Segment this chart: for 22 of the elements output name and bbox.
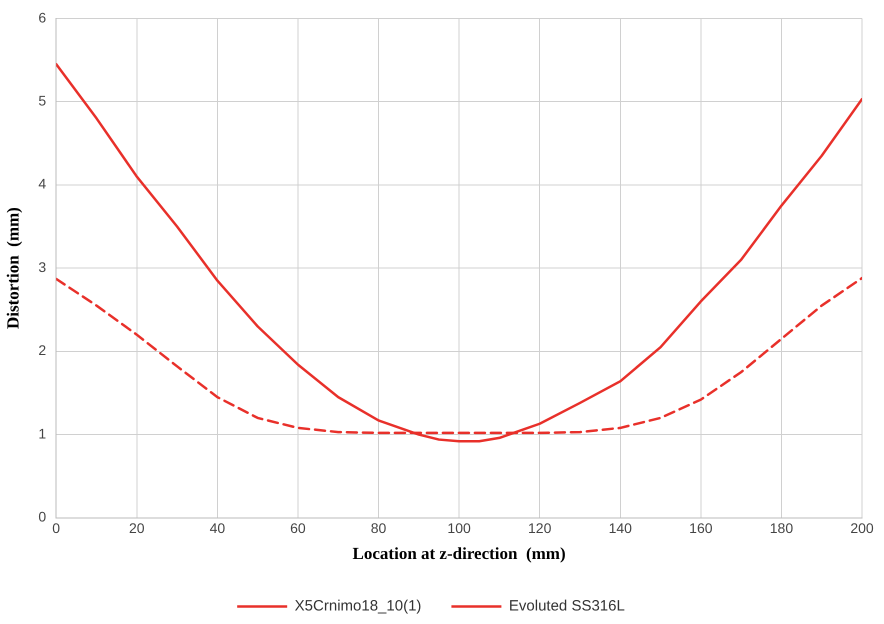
x-tick-label: 100	[447, 520, 471, 536]
y-tick-label: 2	[38, 342, 46, 358]
x-tick-label: 160	[689, 520, 713, 536]
y-tick-label: 0	[38, 508, 46, 525]
y-tick-label: 1	[38, 425, 46, 442]
x-tick-label: 80	[370, 520, 387, 536]
x-tick-label: 200	[850, 520, 874, 536]
x-tick-label: 0	[52, 520, 60, 536]
x-tick-label: 60	[290, 520, 306, 536]
x-tick-label: 40	[210, 520, 226, 536]
legend-label: X5Crnimo18_10(1)	[294, 598, 422, 615]
x-tick-label: 20	[128, 520, 145, 536]
x-tick-label: 140	[608, 520, 632, 536]
y-tick-label: 4	[38, 176, 46, 192]
x-axis-title: Location at z-direction (mm)	[352, 544, 566, 564]
y-tick-label: 3	[38, 258, 46, 275]
y-axis-title: Distortion (mm)	[4, 207, 23, 330]
y-tick-label: 6	[38, 9, 46, 26]
y-tick-label: 5	[38, 92, 46, 108]
legend-label: Evoluted SS316L	[508, 598, 625, 615]
x-tick-label: 180	[770, 520, 794, 536]
x-tick-label: 120	[528, 520, 552, 536]
